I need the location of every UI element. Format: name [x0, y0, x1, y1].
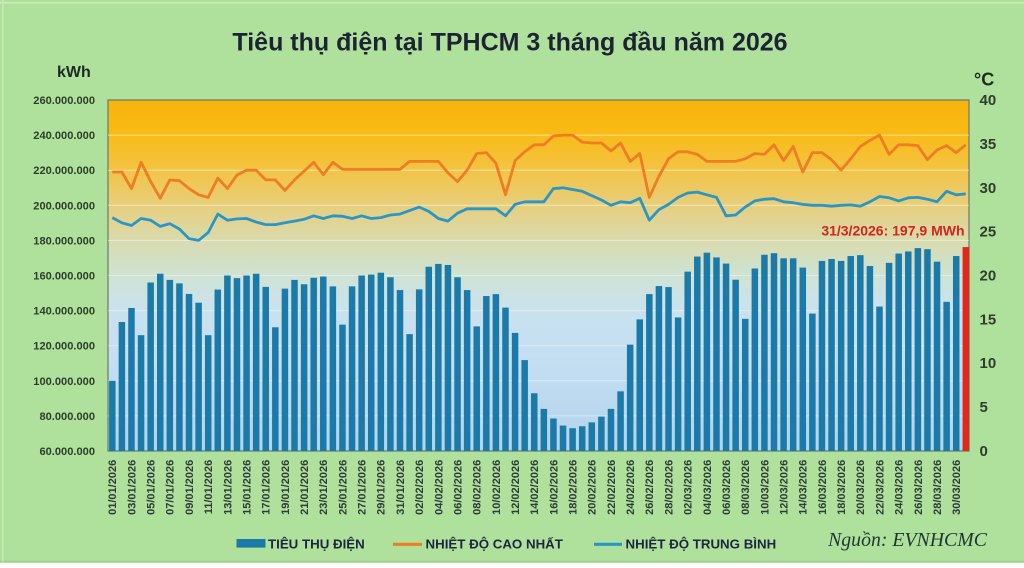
svg-text:60.000.000: 60.000.000	[39, 446, 95, 458]
svg-text:160.000.000: 160.000.000	[33, 271, 95, 283]
svg-text:kWh: kWh	[57, 64, 91, 81]
svg-text:21/01/2026: 21/01/2026	[299, 460, 311, 515]
svg-text:260.000.000: 260.000.000	[33, 95, 95, 107]
svg-text:06/03/2026: 06/03/2026	[721, 460, 733, 515]
svg-text:27/01/2026: 27/01/2026	[357, 460, 369, 515]
svg-text:Nguồn: EVNHCMC: Nguồn: EVNHCMC	[827, 529, 988, 551]
svg-text:220.000.000: 220.000.000	[33, 165, 95, 177]
svg-text:NHIỆT ĐỘ TRUNG BÌNH: NHIỆT ĐỘ TRUNG BÌNH	[626, 537, 777, 552]
svg-text:14/03/2026: 14/03/2026	[798, 460, 810, 515]
svg-text:20: 20	[980, 268, 997, 285]
svg-text:10: 10	[980, 355, 997, 372]
svg-text:02/03/2026: 02/03/2026	[683, 460, 695, 515]
svg-text:240.000.000: 240.000.000	[33, 130, 95, 142]
svg-text:10/03/2026: 10/03/2026	[759, 460, 771, 515]
svg-text:31/3/2026: 197,9 MWh: 31/3/2026: 197,9 MWh	[821, 223, 964, 239]
svg-text:31/01/2026: 31/01/2026	[395, 460, 407, 515]
svg-text:140.000.000: 140.000.000	[33, 306, 95, 318]
svg-text:28/02/2026: 28/02/2026	[663, 460, 675, 515]
svg-text:22/03/2026: 22/03/2026	[874, 460, 886, 515]
svg-text:°C: °C	[974, 70, 994, 90]
svg-text:05/01/2026: 05/01/2026	[146, 460, 158, 515]
svg-text:16/03/2026: 16/03/2026	[817, 460, 829, 515]
svg-text:24/03/2026: 24/03/2026	[894, 460, 906, 515]
svg-text:19/01/2026: 19/01/2026	[280, 460, 292, 515]
svg-text:20/02/2026: 20/02/2026	[587, 460, 599, 515]
svg-text:24/02/2026: 24/02/2026	[625, 460, 637, 515]
svg-text:10/02/2026: 10/02/2026	[491, 460, 503, 515]
svg-text:22/02/2026: 22/02/2026	[606, 460, 618, 515]
svg-text:04/03/2026: 04/03/2026	[702, 460, 714, 515]
svg-text:17/01/2026: 17/01/2026	[261, 460, 273, 515]
svg-text:06/02/2026: 06/02/2026	[452, 460, 464, 515]
svg-text:40: 40	[980, 92, 997, 109]
svg-text:200.000.000: 200.000.000	[33, 200, 95, 212]
svg-text:26/03/2026: 26/03/2026	[913, 460, 925, 515]
svg-text:02/02/2026: 02/02/2026	[414, 460, 426, 515]
svg-text:11/01/2026: 11/01/2026	[203, 460, 215, 514]
svg-text:07/01/2026: 07/01/2026	[165, 460, 177, 515]
svg-text:03/01/2026: 03/01/2026	[126, 460, 138, 515]
svg-text:23/01/2026: 23/01/2026	[318, 460, 330, 515]
svg-text:35: 35	[980, 136, 997, 153]
svg-text:25/01/2026: 25/01/2026	[337, 460, 349, 515]
svg-text:12/02/2026: 12/02/2026	[510, 460, 522, 515]
svg-text:15/01/2026: 15/01/2026	[242, 460, 254, 515]
svg-text:01/01/2026: 01/01/2026	[107, 460, 119, 515]
svg-text:Tiêu thụ điện tại TPHCM 3 thán: Tiêu thụ điện tại TPHCM 3 tháng đầu năm …	[232, 29, 787, 57]
svg-text:120.000.000: 120.000.000	[33, 341, 95, 353]
svg-text:NHIỆT ĐỘ CAO NHẤT: NHIỆT ĐỘ CAO NHẤT	[426, 537, 563, 552]
svg-text:25: 25	[980, 224, 997, 241]
svg-text:30/03/2026: 30/03/2026	[951, 460, 963, 515]
svg-text:04/02/2026: 04/02/2026	[433, 460, 445, 515]
svg-text:20/03/2026: 20/03/2026	[855, 460, 867, 515]
svg-text:80.000.000: 80.000.000	[39, 411, 95, 423]
svg-text:0: 0	[980, 443, 988, 460]
svg-text:30: 30	[980, 180, 997, 197]
svg-text:09/01/2026: 09/01/2026	[184, 460, 196, 515]
svg-text:TIÊU THỤ ĐIỆN: TIÊU THỤ ĐIỆN	[268, 537, 365, 552]
svg-text:15: 15	[980, 311, 997, 328]
svg-text:12/03/2026: 12/03/2026	[779, 460, 791, 515]
svg-text:14/02/2026: 14/02/2026	[529, 460, 541, 515]
svg-text:100.000.000: 100.000.000	[33, 376, 95, 388]
svg-text:180.000.000: 180.000.000	[33, 235, 95, 247]
svg-text:16/02/2026: 16/02/2026	[548, 460, 560, 515]
svg-text:18/03/2026: 18/03/2026	[836, 460, 848, 515]
svg-text:29/01/2026: 29/01/2026	[376, 460, 388, 515]
svg-text:18/02/2026: 18/02/2026	[568, 460, 580, 515]
svg-text:28/03/2026: 28/03/2026	[932, 460, 944, 515]
svg-text:08/02/2026: 08/02/2026	[472, 460, 484, 515]
svg-text:13/01/2026: 13/01/2026	[222, 460, 234, 515]
svg-text:5: 5	[980, 399, 988, 416]
svg-text:08/03/2026: 08/03/2026	[740, 460, 752, 515]
svg-text:26/02/2026: 26/02/2026	[644, 460, 656, 515]
